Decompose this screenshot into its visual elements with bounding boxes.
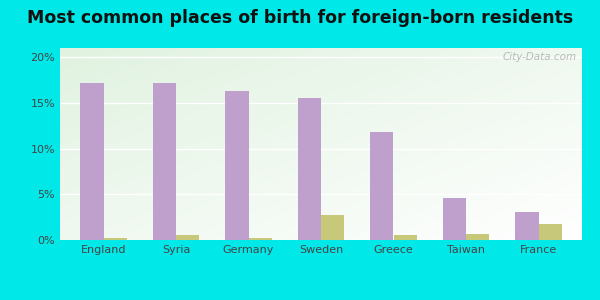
Bar [321,215,344,240]
Bar [248,238,272,240]
Text: City-Data.com: City-Data.com [503,52,577,62]
Bar [466,234,489,240]
Bar [370,132,394,240]
Bar [394,235,417,240]
Text: Most common places of birth for foreign-born residents: Most common places of birth for foreign-… [27,9,573,27]
Bar [226,91,248,240]
Bar [104,238,127,240]
Bar [539,224,562,240]
Bar [443,198,466,240]
Bar [298,98,321,240]
Bar [153,83,176,240]
Bar [80,83,104,240]
Bar [176,236,199,240]
Bar [515,212,539,240]
